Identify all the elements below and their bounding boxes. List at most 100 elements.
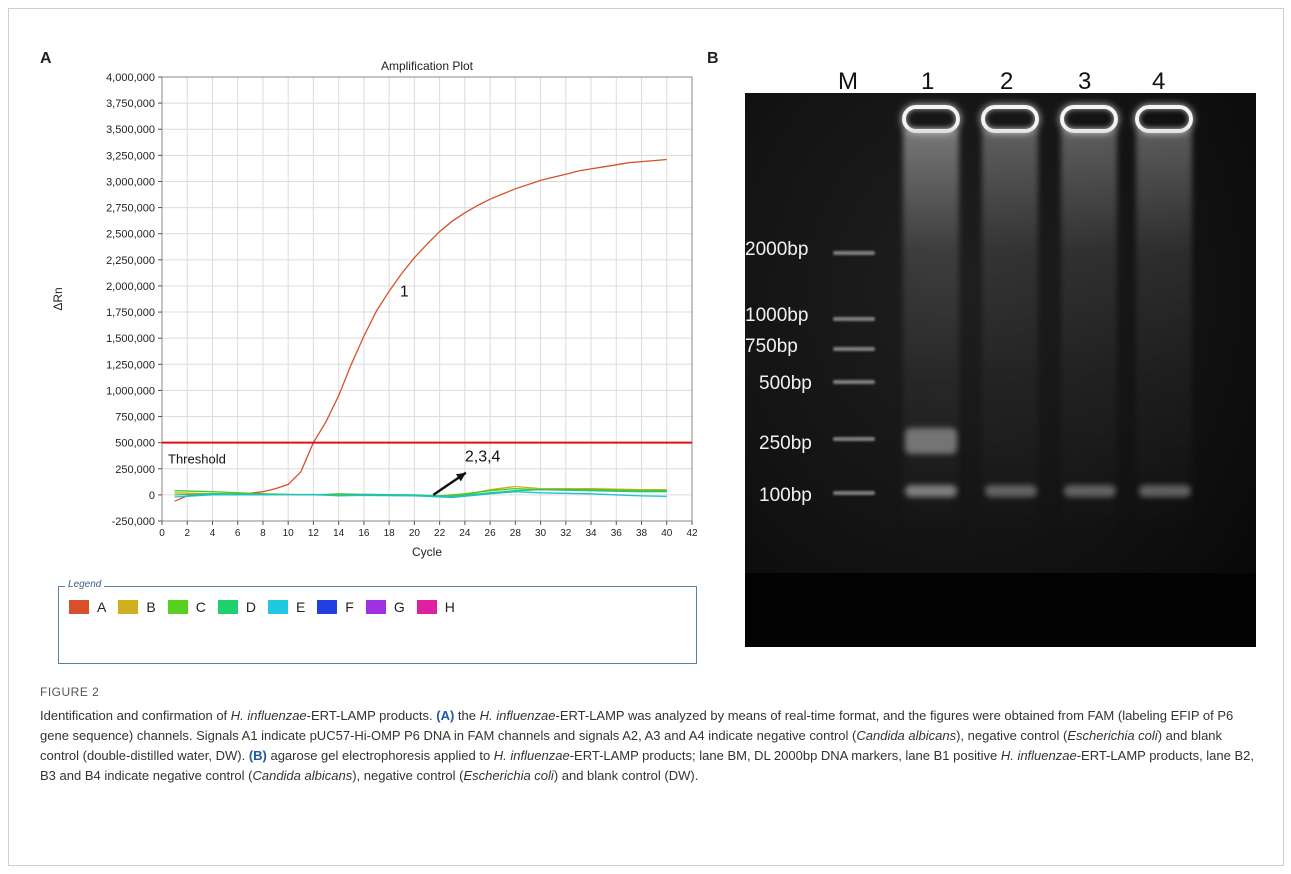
panel-b-label: B bbox=[707, 50, 719, 67]
marker-label-250bp: 250bp bbox=[759, 433, 812, 454]
caption-t2: -ERT-LAMP products. bbox=[306, 708, 437, 723]
annotation-label-1: 1 bbox=[400, 283, 409, 300]
caption-t4: -ERT-LAMP was analyzed by means of real-… bbox=[40, 708, 1234, 743]
smear-lane-3 bbox=[1061, 129, 1117, 539]
plot-area-border bbox=[161, 76, 693, 522]
caption-b-label: (B) bbox=[248, 748, 267, 763]
legend-swatch bbox=[69, 600, 89, 614]
legend-item-b: B bbox=[118, 599, 156, 615]
y-tick-label: 3,000,000 bbox=[106, 176, 155, 188]
x-tick-label: 24 bbox=[459, 528, 471, 539]
y-tick-label: 3,750,000 bbox=[106, 98, 155, 110]
marker-label-1000bp: 1000bp bbox=[745, 305, 809, 326]
smear-lane-4 bbox=[1136, 129, 1192, 539]
band-lane-3-100 bbox=[1064, 485, 1116, 497]
y-tick-label: 2,000,000 bbox=[106, 281, 155, 293]
smear-lane-1 bbox=[903, 129, 959, 539]
band-lane-2-100 bbox=[985, 485, 1037, 497]
legend-label: C bbox=[195, 599, 206, 615]
caption-t7: agarose gel electrophoresis applied to bbox=[266, 748, 494, 763]
lane-label-m: M bbox=[838, 68, 858, 95]
x-tick-label: 22 bbox=[434, 528, 446, 539]
x-tick-label: 12 bbox=[308, 528, 320, 539]
caption-t6: ) and blank control (double-distilled wa… bbox=[40, 728, 1223, 763]
x-tick-label: 32 bbox=[560, 528, 572, 539]
x-tick-label: 30 bbox=[535, 528, 547, 539]
y-tick-label: 250,000 bbox=[115, 464, 155, 476]
x-tick-label: 18 bbox=[384, 528, 396, 539]
y-tick-label: -250,000 bbox=[112, 516, 155, 528]
marker-label-500bp: 500bp bbox=[759, 373, 812, 394]
series-line-1 bbox=[174, 158, 667, 502]
caption-t1: Identification and confirmation of bbox=[40, 708, 231, 723]
gel-image: 2000bp 1000bp 750bp 500bp 250bp 100bp bbox=[745, 93, 1256, 647]
y-tick-label: 2,750,000 bbox=[106, 203, 155, 215]
y-axis-label: ΔRn bbox=[51, 287, 65, 310]
figure-frame bbox=[8, 8, 1284, 866]
x-tick-label: 4 bbox=[210, 528, 216, 539]
chart-title: Amplification Plot bbox=[381, 59, 474, 73]
band-lane-1-100 bbox=[905, 485, 957, 497]
lane-label-4: 4 bbox=[1152, 68, 1166, 95]
caption-t5: ), negative control ( bbox=[956, 728, 1068, 743]
y-tick-label: 1,250,000 bbox=[106, 359, 155, 371]
marker-band-1000 bbox=[833, 317, 875, 321]
y-tick-label: 1,750,000 bbox=[106, 307, 155, 319]
y-tick-label: 2,500,000 bbox=[106, 229, 155, 241]
caption-t10: ), negative control ( bbox=[352, 768, 464, 783]
marker-band-500 bbox=[833, 380, 875, 384]
legend-item-d: D bbox=[217, 599, 256, 615]
band-lane-4-100 bbox=[1139, 485, 1191, 497]
panel-a-label: A bbox=[40, 50, 52, 67]
caption-heading: FIGURE 2 bbox=[40, 685, 100, 699]
well-lane-3 bbox=[1060, 105, 1118, 133]
smear-lane-2 bbox=[982, 129, 1038, 539]
threshold-label: Threshold bbox=[168, 452, 226, 467]
legend-label: F bbox=[345, 599, 354, 615]
marker-band-2000 bbox=[833, 251, 875, 255]
marker-band-250 bbox=[833, 437, 875, 441]
caption-t8: -ERT-LAMP products; lane BM, DL 2000bp D… bbox=[569, 748, 1001, 763]
legend-label: D bbox=[245, 599, 256, 615]
caption-species: Escherichia coli bbox=[1067, 728, 1158, 743]
caption-a-label: (A) bbox=[436, 708, 455, 723]
legend-swatch bbox=[365, 600, 386, 614]
x-tick-label: 8 bbox=[260, 528, 266, 539]
series-line-5 bbox=[174, 491, 667, 499]
y-tick-label: 0 bbox=[149, 490, 155, 502]
caption-species: H. influenzae bbox=[493, 748, 570, 763]
legend-swatch bbox=[416, 600, 437, 614]
y-tick-label: 3,250,000 bbox=[106, 150, 155, 162]
caption-species: H. influenzae bbox=[230, 708, 307, 723]
well-lane-2 bbox=[981, 105, 1039, 133]
annotation-arrow-head bbox=[455, 472, 466, 482]
legend-swatch bbox=[317, 600, 338, 614]
marker-label-750bp: 750bp bbox=[745, 336, 798, 357]
lane-label-1: 1 bbox=[921, 68, 935, 95]
caption-species: H. influenzae bbox=[479, 708, 556, 723]
caption-species: Candida albicans bbox=[252, 768, 353, 783]
caption-t9: -ERT-LAMP products, lane B2, B3 and B4 i… bbox=[40, 748, 1254, 783]
x-axis-label: Cycle bbox=[412, 545, 442, 559]
x-tick-label: 6 bbox=[235, 528, 241, 539]
x-tick-label: 26 bbox=[485, 528, 497, 539]
x-tick-label: 0 bbox=[159, 528, 165, 539]
figure-caption: FIGURE 2 Identification and confirmation… bbox=[40, 682, 1255, 786]
caption-t3: the bbox=[454, 708, 480, 723]
caption-species: H. influenzae bbox=[1000, 748, 1077, 763]
y-tick-label: 1,500,000 bbox=[106, 333, 155, 345]
y-tick-label: 3,500,000 bbox=[106, 124, 155, 136]
y-tick-label: 4,000,000 bbox=[106, 72, 155, 84]
marker-band-100 bbox=[833, 491, 875, 495]
legend-label: B bbox=[146, 599, 156, 615]
marker-label-100bp: 100bp bbox=[759, 485, 812, 506]
x-tick-label: 38 bbox=[636, 528, 648, 539]
annotation-label-2-3-4: 2,3,4 bbox=[465, 448, 501, 465]
marker-label-2000bp: 2000bp bbox=[745, 239, 809, 260]
legend-item-e: E bbox=[267, 599, 305, 615]
legend-item-h: H bbox=[416, 599, 455, 615]
legend-title: Legend bbox=[65, 579, 105, 590]
x-tick-label: 28 bbox=[510, 528, 522, 539]
y-tick-label: 500,000 bbox=[115, 438, 155, 450]
